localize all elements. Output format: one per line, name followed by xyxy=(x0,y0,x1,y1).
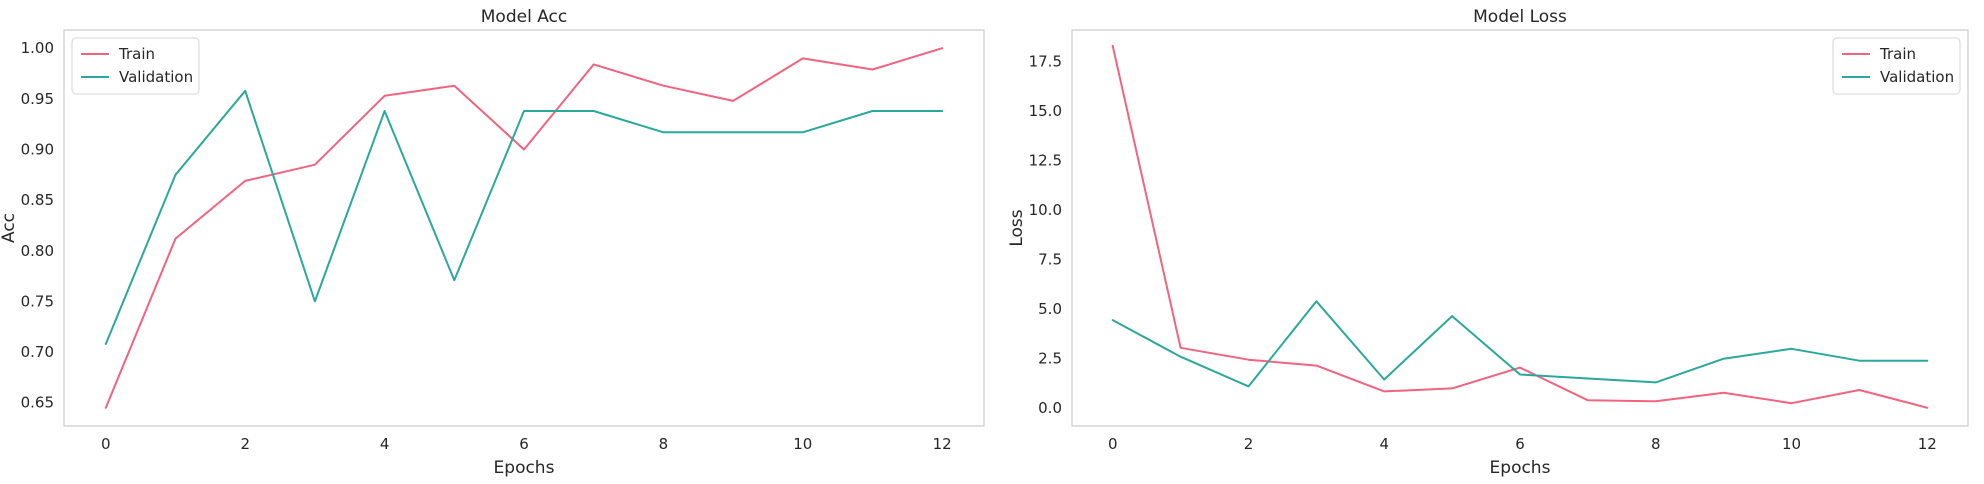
legend-entry: Validation xyxy=(1880,68,1954,86)
series-line-train xyxy=(104,47,944,409)
y-axis-label: Loss xyxy=(1007,209,1027,246)
legend-box xyxy=(71,37,200,95)
loss-chart: Model Loss 0 2 4 6 8 10 12 0.0 2.5 5.0 7.5 10.0 12.5 1… xyxy=(1007,7,1969,478)
y-tick-label: 7.5 xyxy=(1038,251,1062,269)
x-tick-label: 2 xyxy=(240,435,250,453)
series-line-validation xyxy=(1111,300,1929,388)
x-tick-label: 8 xyxy=(659,435,669,453)
x-tick-label: 6 xyxy=(519,435,529,453)
y-tick-label: 12.5 xyxy=(1029,152,1062,170)
x-tick-label: 0 xyxy=(101,435,111,453)
y-tick-label: 0.90 xyxy=(21,141,54,159)
x-tick-label: 0 xyxy=(1108,435,1118,453)
y-axis-label: Acc xyxy=(0,213,19,243)
y-tick-label: 0.85 xyxy=(21,191,54,209)
plot-frame xyxy=(63,29,985,427)
legend-entry: Validation xyxy=(119,68,193,86)
x-tick-label: 4 xyxy=(380,435,390,453)
y-tick-label: 0.95 xyxy=(21,90,54,108)
y-tick-label: 0.0 xyxy=(1038,399,1062,417)
series-line-train xyxy=(1111,44,1929,409)
y-tick-label: 17.5 xyxy=(1029,53,1062,71)
y-tick-label: 0.65 xyxy=(21,394,54,412)
legend-box xyxy=(1832,37,1961,95)
legend: Train Validation xyxy=(71,37,200,95)
plot-frame xyxy=(1071,29,1969,427)
y-tick-label: 15.0 xyxy=(1029,102,1062,120)
x-axis-label: Epochs xyxy=(1490,458,1551,478)
y-tick-label: 2.5 xyxy=(1038,350,1062,368)
x-tick-label: 2 xyxy=(1244,435,1254,453)
x-tick-label: 6 xyxy=(1515,435,1525,453)
x-tick-label: 10 xyxy=(1782,435,1801,453)
y-tick-label: 5.0 xyxy=(1038,300,1062,318)
y-tick-label: 1.00 xyxy=(21,39,54,57)
legend-entry: Train xyxy=(1879,45,1916,63)
y-tick-label: 0.80 xyxy=(21,242,54,260)
y-tick-label: 0.70 xyxy=(21,343,54,361)
legend-entry: Train xyxy=(118,45,155,63)
chart-title: Model Acc xyxy=(481,7,567,27)
y-tick-label: 0.75 xyxy=(21,292,54,310)
x-axis-label: Epochs xyxy=(494,458,555,478)
y-tick-label: 10.0 xyxy=(1029,201,1062,219)
x-tick-label: 12 xyxy=(933,435,952,453)
chart-title: Model Loss xyxy=(1473,7,1567,27)
x-tick-label: 8 xyxy=(1651,435,1661,453)
x-tick-label: 12 xyxy=(1918,435,1937,453)
x-tick-label: 10 xyxy=(793,435,812,453)
series-line-validation xyxy=(104,89,944,345)
legend: Train Validation xyxy=(1832,37,1961,95)
accuracy-chart: Model Acc 0 2 4 6 8 10 12 0.65 0.70 0.75 0.80 0.85 0.… xyxy=(0,7,985,478)
x-tick-label: 4 xyxy=(1379,435,1389,453)
